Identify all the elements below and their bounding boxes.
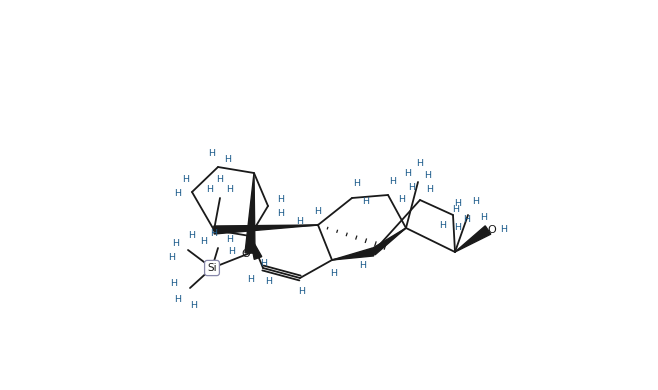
Text: H: H <box>315 206 322 216</box>
Text: H: H <box>453 204 459 213</box>
Text: H: H <box>424 172 432 181</box>
Text: H: H <box>226 236 234 245</box>
Text: H: H <box>472 197 480 206</box>
Text: H: H <box>216 176 224 184</box>
Text: H: H <box>455 223 461 232</box>
Text: H: H <box>501 225 507 234</box>
Text: H: H <box>174 190 182 199</box>
Text: H: H <box>188 232 195 241</box>
Polygon shape <box>371 228 406 255</box>
Text: H: H <box>247 275 255 284</box>
Text: H: H <box>417 160 424 168</box>
Text: H: H <box>172 239 180 248</box>
Polygon shape <box>245 173 255 253</box>
Text: H: H <box>409 184 415 193</box>
Text: H: H <box>405 170 411 179</box>
Text: H: H <box>265 278 272 287</box>
Text: H: H <box>426 186 434 195</box>
Text: H: H <box>463 216 470 225</box>
Text: H: H <box>299 287 305 296</box>
Polygon shape <box>455 226 491 252</box>
Text: H: H <box>201 238 207 246</box>
Text: H: H <box>207 186 213 195</box>
Text: H: H <box>480 213 488 222</box>
Text: H: H <box>278 209 284 218</box>
Text: H: H <box>359 261 367 269</box>
Text: H: H <box>330 269 338 278</box>
Text: H: H <box>399 195 405 204</box>
Text: H: H <box>440 220 447 229</box>
Text: H: H <box>209 149 216 158</box>
Text: H: H <box>224 154 232 163</box>
Text: H: H <box>182 176 190 184</box>
Text: H: H <box>390 177 397 186</box>
Text: H: H <box>170 280 178 289</box>
Text: H: H <box>455 199 461 207</box>
Text: O: O <box>241 249 251 259</box>
Text: Si: Si <box>207 263 217 273</box>
Text: H: H <box>191 301 197 310</box>
Polygon shape <box>332 248 374 260</box>
Text: H: H <box>226 186 234 195</box>
Text: H: H <box>261 259 268 268</box>
Text: H: H <box>278 195 284 204</box>
Text: H: H <box>211 229 218 238</box>
Polygon shape <box>250 236 262 259</box>
Text: H: H <box>228 248 236 257</box>
Text: H: H <box>168 254 176 262</box>
Text: H: H <box>353 179 361 188</box>
Text: O: O <box>488 225 496 235</box>
Polygon shape <box>214 225 318 234</box>
Text: H: H <box>174 296 182 305</box>
Text: H: H <box>297 216 303 225</box>
Text: H: H <box>363 197 370 206</box>
